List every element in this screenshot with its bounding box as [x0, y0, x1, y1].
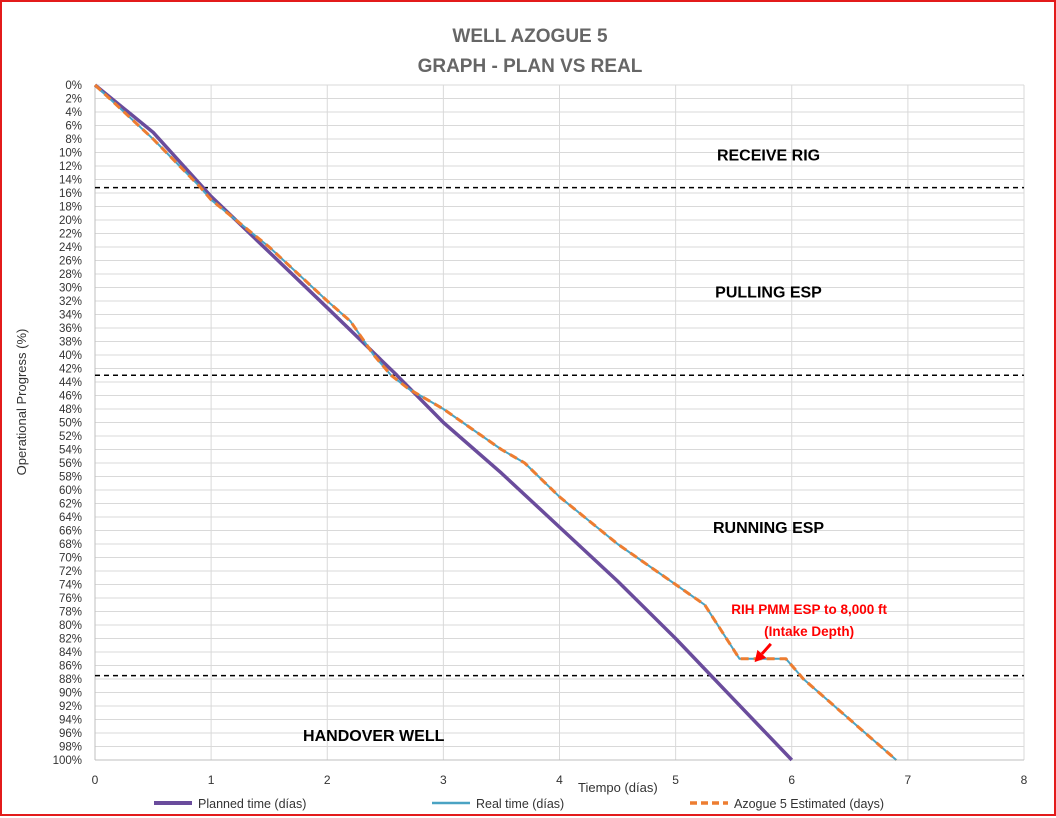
- x-tick-label: 0: [92, 773, 99, 787]
- y-tick-label: 16%: [59, 188, 82, 200]
- x-tick-label: 2: [324, 773, 331, 787]
- y-tick-label: 28%: [59, 269, 82, 281]
- annotation: RIH PMM ESP to 8,000 ft (Intake Depth): [731, 602, 888, 663]
- annotation-arrow: [760, 642, 772, 655]
- y-tick-label: 20%: [59, 215, 82, 227]
- y-tick-labels: 0% 2%4% 6%8% 10%12% 14%16% 18%20% 22%24% 26%28%…: [53, 80, 82, 767]
- chart-title-line1: WELL AZOGUE 5: [452, 26, 608, 47]
- annotation-line2: (Intake Depth): [764, 624, 854, 639]
- y-tick-label: 50%: [59, 418, 82, 430]
- annotation-arrowhead: [754, 649, 767, 663]
- phase-label: RECEIVE RIG: [717, 148, 820, 165]
- y-tick-label: 68%: [59, 539, 82, 551]
- x-tick-labels: 0 1 2 3 4 5 6 7 8: [92, 773, 1028, 787]
- y-tick-label: 32%: [59, 296, 82, 308]
- y-tick-label: 18%: [59, 202, 82, 214]
- y-tick-label: 34%: [59, 310, 82, 322]
- x-tick-label: 1: [208, 773, 215, 787]
- y-tick-label: 78%: [59, 607, 82, 619]
- series-line-3: [93, 83, 898, 762]
- y-tick-label: 58%: [59, 472, 82, 484]
- y-axis-label: Operational Progress (%): [14, 329, 29, 476]
- y-tick-label: 88%: [59, 674, 82, 686]
- y-tick-label: 76%: [59, 593, 82, 605]
- y-tick-label: 62%: [59, 499, 82, 511]
- y-tick-label: 86%: [59, 661, 82, 673]
- legend-label: Real time (días): [476, 797, 564, 811]
- y-tick-label: 46%: [59, 391, 82, 403]
- y-tick-label: 2%: [65, 94, 82, 106]
- y-tick-label: 82%: [59, 634, 82, 646]
- legend-label: Planned time (días): [198, 797, 306, 811]
- y-tick-label: 72%: [59, 566, 82, 578]
- x-tick-label: 7: [905, 773, 912, 787]
- x-tick-label: 5: [672, 773, 679, 787]
- grid: [94, 84, 1025, 761]
- y-tick-label: 0%: [65, 80, 82, 92]
- y-tick-label: 30%: [59, 283, 82, 295]
- x-tick-label: 3: [440, 773, 447, 787]
- x-tick-label: 4: [556, 773, 563, 787]
- y-tick-label: 12%: [59, 161, 82, 173]
- y-tick-label: 56%: [59, 458, 82, 470]
- y-tick-label: 44%: [59, 377, 82, 389]
- legend-label: Azogue 5 Estimated (days): [734, 797, 884, 811]
- x-tick-label: 6: [788, 773, 795, 787]
- chart-title-line2: GRAPH - PLAN VS REAL: [418, 56, 643, 77]
- y-tick-label: 100%: [53, 755, 82, 767]
- series-line-1: [93, 83, 794, 762]
- y-tick-label: 14%: [59, 175, 82, 187]
- x-axis-label: Tiempo (días): [578, 780, 658, 795]
- phase-label: PULLING ESP: [715, 285, 822, 302]
- y-tick-label: 36%: [59, 323, 82, 335]
- y-tick-label: 90%: [59, 688, 82, 700]
- y-tick-label: 52%: [59, 431, 82, 443]
- y-tick-label: 96%: [59, 728, 82, 740]
- series-lines: [93, 83, 898, 762]
- legend: Planned time (días) Real time (días) Azogu…: [154, 797, 884, 811]
- y-tick-label: 64%: [59, 512, 82, 524]
- phase-labels: RECEIVE RIG PULLING ESP RUNNING ESP HANDOVE…: [303, 148, 824, 746]
- y-tick-label: 48%: [59, 404, 82, 416]
- y-tick-label: 8%: [65, 134, 82, 146]
- y-tick-label: 6%: [65, 121, 82, 133]
- y-tick-label: 74%: [59, 580, 82, 592]
- y-tick-label: 24%: [59, 242, 82, 254]
- y-tick-label: 4%: [65, 107, 82, 119]
- y-tick-label: 42%: [59, 364, 82, 376]
- y-tick-label: 70%: [59, 553, 82, 565]
- y-tick-label: 60%: [59, 485, 82, 497]
- y-tick-label: 38%: [59, 337, 82, 349]
- y-tick-label: 92%: [59, 701, 82, 713]
- phase-lines: [95, 186, 1024, 677]
- y-tick-label: 26%: [59, 256, 82, 268]
- y-tick-label: 66%: [59, 526, 82, 538]
- y-tick-label: 80%: [59, 620, 82, 632]
- y-tick-label: 22%: [59, 229, 82, 241]
- y-tick-label: 54%: [59, 445, 82, 457]
- annotation-line1: RIH PMM ESP to 8,000 ft: [731, 602, 887, 617]
- y-tick-label: 10%: [59, 148, 82, 160]
- y-tick-label: 84%: [59, 647, 82, 659]
- x-tick-label: 8: [1021, 773, 1028, 787]
- phase-label: RUNNING ESP: [713, 520, 824, 537]
- y-tick-label: 40%: [59, 350, 82, 362]
- phase-label: HANDOVER WELL: [303, 728, 445, 745]
- y-tick-label: 98%: [59, 742, 82, 754]
- y-tick-label: 94%: [59, 715, 82, 727]
